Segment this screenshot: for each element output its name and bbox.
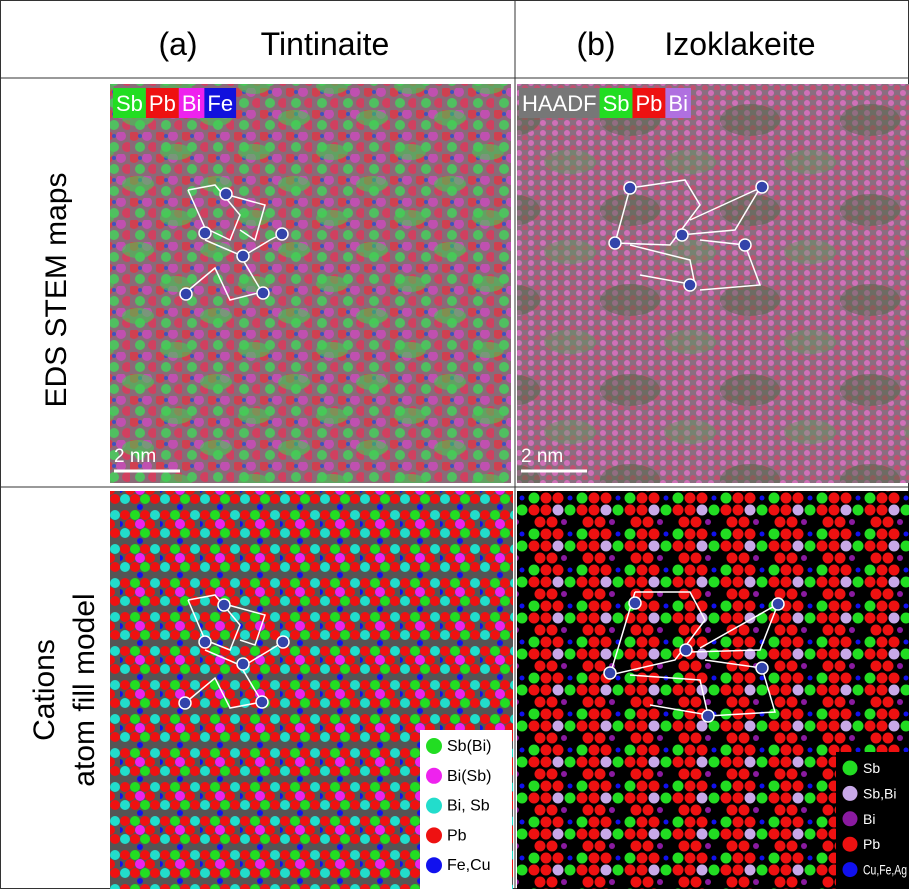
element-tag-bg (632, 88, 666, 118)
legend-swatch (842, 785, 858, 801)
legend-label: Sb(Bi) (447, 738, 491, 755)
row-label: Cations (28, 639, 61, 741)
element-tag-bg (145, 88, 179, 118)
legend-label: Sb (863, 760, 880, 776)
column-title: Tintinaite (261, 26, 390, 62)
element-tag: HAADF (522, 91, 597, 116)
scale-bar-label: 2 nm (114, 446, 156, 467)
scale-bar-label: 2 nm (521, 446, 563, 467)
element-tag: Sb (603, 91, 630, 116)
legend-label: Fe,Cu (447, 857, 491, 874)
element-tag: Bi (668, 91, 688, 116)
motif-node (178, 180, 785, 723)
legend-label: Bi, Sb (447, 798, 490, 815)
motif-outline (184, 179, 780, 717)
legend-swatch (842, 811, 858, 827)
element-tag: Sb (116, 91, 143, 116)
legend-swatch (842, 760, 858, 776)
element-tag: Pb (635, 91, 662, 116)
legend-label: Cu,Fe,Ag (863, 862, 907, 878)
element-tag-bg (519, 88, 600, 118)
legend-swatch (426, 797, 442, 814)
element-tag-bg (599, 88, 633, 118)
element-tag-bg (113, 88, 146, 118)
element-tag: Pb (149, 91, 176, 116)
legend-swatch (842, 836, 858, 852)
legend-label: Pb (447, 827, 467, 844)
legend-swatch (842, 862, 858, 878)
row-label: EDS STEM maps (40, 172, 73, 407)
legend-swatch (426, 827, 442, 844)
element-tag-bg (178, 88, 205, 118)
legend-label: Sb,Bi (863, 785, 896, 801)
legend-label: Pb (863, 836, 880, 852)
element-tag-bg (204, 88, 237, 118)
row-label: atom fill model (68, 593, 101, 786)
legend-swatch (426, 857, 442, 874)
column-label: (a) (158, 26, 197, 62)
legend-swatch (426, 738, 442, 754)
element-tag: Fe (207, 91, 233, 116)
column-title: Izoklakeite (664, 26, 815, 62)
column-label: (b) (576, 26, 615, 62)
eds-map-overlay (517, 84, 909, 483)
legend-swatch (426, 767, 442, 784)
element-tag: Bi (182, 91, 202, 116)
legend-label: Bi (863, 811, 875, 827)
eds-map-overlay (110, 84, 511, 483)
element-tag-bg (665, 88, 691, 118)
legend-label: Bi(Sb) (447, 768, 491, 785)
